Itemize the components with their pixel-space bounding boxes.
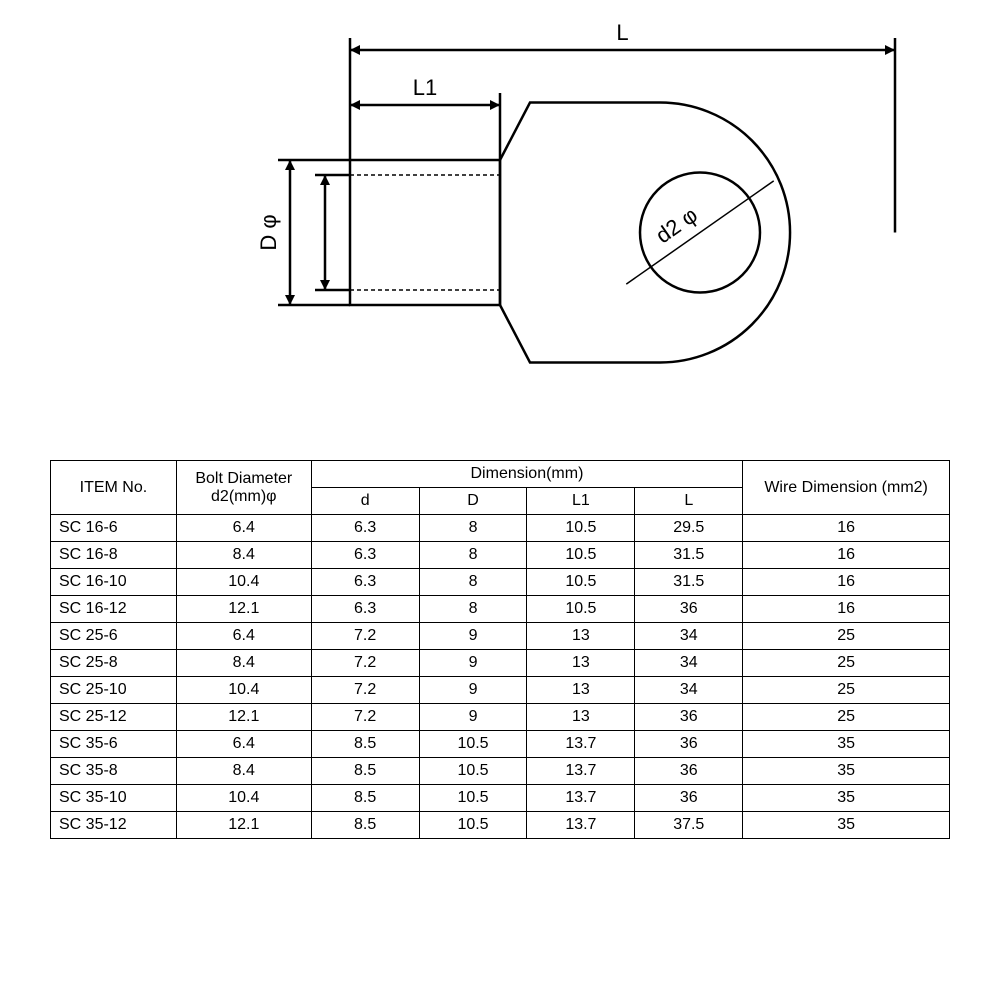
table-row: SC 35-66.48.510.513.73635 bbox=[51, 731, 950, 758]
th-bolt: Bolt Diameter d2(mm)φ bbox=[176, 461, 311, 515]
th-d: d bbox=[311, 488, 419, 515]
table-row: SC 25-1212.17.29133625 bbox=[51, 704, 950, 731]
th-wire: Wire Dimension (mm2) bbox=[743, 461, 950, 515]
svg-text:L: L bbox=[616, 20, 628, 45]
table-row: SC 25-1010.47.29133425 bbox=[51, 677, 950, 704]
svg-text:d2 φ: d2 φ bbox=[651, 202, 702, 248]
th-D: D bbox=[419, 488, 527, 515]
spec-table-body: SC 16-66.46.3810.529.516SC 16-88.46.3810… bbox=[51, 515, 950, 839]
svg-text:L1: L1 bbox=[413, 75, 437, 100]
table-row: SC 16-1010.46.3810.531.516 bbox=[51, 569, 950, 596]
th-item: ITEM No. bbox=[51, 461, 177, 515]
spec-table: ITEM No. Bolt Diameter d2(mm)φ Dimension… bbox=[50, 460, 950, 839]
table-row: SC 25-66.47.29133425 bbox=[51, 623, 950, 650]
th-dimgroup: Dimension(mm) bbox=[311, 461, 743, 488]
svg-text:D φ: D φ bbox=[256, 214, 281, 250]
table-row: SC 16-66.46.3810.529.516 bbox=[51, 515, 950, 542]
technical-diagram: d2 φ L L1 D φ bbox=[0, 0, 1000, 440]
table-row: SC 35-1212.18.510.513.737.535 bbox=[51, 812, 950, 839]
table-row: SC 25-88.47.29133425 bbox=[51, 650, 950, 677]
table-row: SC 35-1010.48.510.513.73635 bbox=[51, 785, 950, 812]
th-L1: L1 bbox=[527, 488, 635, 515]
spec-table-area: ITEM No. Bolt Diameter d2(mm)φ Dimension… bbox=[50, 460, 950, 839]
table-row: SC 16-1212.16.3810.53616 bbox=[51, 596, 950, 623]
lug-diagram-svg: d2 φ L L1 D φ bbox=[0, 0, 1000, 440]
table-row: SC 35-88.48.510.513.73635 bbox=[51, 758, 950, 785]
table-row: SC 16-88.46.3810.531.516 bbox=[51, 542, 950, 569]
th-L: L bbox=[635, 488, 743, 515]
